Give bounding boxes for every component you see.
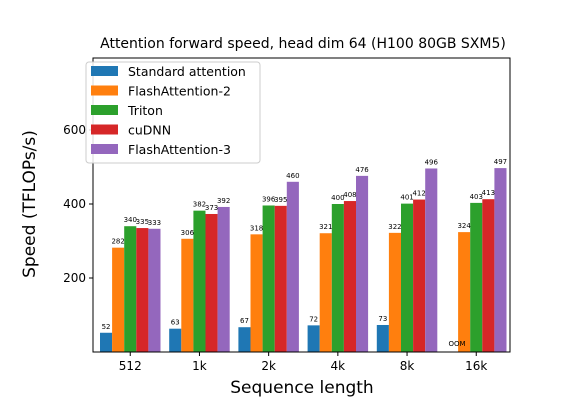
legend-entry: cuDNN xyxy=(128,123,171,138)
data-label: 497 xyxy=(494,158,507,166)
bars xyxy=(100,168,507,352)
data-label: 335 xyxy=(136,218,149,226)
data-label: 333 xyxy=(148,219,161,227)
legend-swatch xyxy=(91,124,118,135)
data-label: 322 xyxy=(388,223,401,231)
data-label: 72 xyxy=(309,315,318,323)
data-label: 400 xyxy=(331,194,344,202)
bar xyxy=(100,332,113,352)
x-tick-label: 8k xyxy=(400,359,415,373)
plot-frame xyxy=(92,57,511,353)
bar xyxy=(425,168,438,352)
x-tick-label: 2k xyxy=(261,359,276,373)
bar xyxy=(193,210,206,352)
data-label: 282 xyxy=(111,238,124,246)
legend-entry: Standard attention xyxy=(128,64,246,79)
y-axis-ticks: 200 400 600 xyxy=(63,123,93,285)
data-label: 392 xyxy=(217,197,230,205)
bar xyxy=(319,233,332,352)
y-tick-label: 400 xyxy=(63,197,86,211)
data-label: 403 xyxy=(470,193,483,201)
legend-swatch xyxy=(91,144,118,154)
bar xyxy=(217,206,230,352)
data-label: 52 xyxy=(102,323,111,331)
data-label: 412 xyxy=(412,190,425,198)
bar xyxy=(262,205,275,352)
data-label: 318 xyxy=(250,224,263,232)
data-label: 408 xyxy=(343,191,356,199)
y-tick-label: 600 xyxy=(63,123,86,137)
data-label: 73 xyxy=(378,315,387,323)
data-label: 476 xyxy=(355,166,369,174)
bar xyxy=(458,232,471,352)
bar xyxy=(250,234,263,352)
legend-entry: Triton xyxy=(127,103,163,118)
bar xyxy=(286,181,299,352)
data-label: 396 xyxy=(262,195,276,203)
data-label: 460 xyxy=(286,172,299,180)
bar xyxy=(356,175,369,352)
x-axis-ticks: 512 1k 2k 4k 8k 16k xyxy=(119,352,487,373)
chart-title: Attention forward speed, head dim 64 (H1… xyxy=(100,36,506,52)
bar xyxy=(124,226,137,352)
bar xyxy=(274,205,287,352)
x-tick-label: 512 xyxy=(119,359,142,373)
data-label: 340 xyxy=(124,216,137,224)
x-tick-label: 1k xyxy=(192,359,207,373)
bar xyxy=(148,228,161,352)
legend-entry: FlashAttention-3 xyxy=(128,142,231,157)
bar xyxy=(343,201,356,352)
data-label: 321 xyxy=(319,223,332,231)
y-axis-label: Speed (TFLOPs/s) xyxy=(20,130,40,278)
bar xyxy=(169,328,182,352)
data-label: 67 xyxy=(240,317,249,325)
bar xyxy=(205,213,218,352)
y-tick-label: 200 xyxy=(63,271,86,285)
bar xyxy=(376,324,389,352)
x-tick-label: 4k xyxy=(331,359,346,373)
bar xyxy=(238,327,251,352)
data-label: 324 xyxy=(457,222,471,230)
bar xyxy=(401,203,414,352)
x-tick-label: 16k xyxy=(465,359,487,373)
bar xyxy=(413,199,426,352)
data-label: 395 xyxy=(274,196,287,204)
legend-box xyxy=(85,61,261,164)
bar xyxy=(388,232,401,352)
data-label: 373 xyxy=(205,204,218,212)
bar xyxy=(181,238,194,352)
bar xyxy=(331,204,344,352)
bar xyxy=(482,199,495,352)
data-label: 63 xyxy=(171,319,180,327)
data-label: 401 xyxy=(400,194,413,202)
legend: Standard attention FlashAttention-2 Triton… xyxy=(85,61,261,164)
legend-entry: FlashAttention-2 xyxy=(128,84,231,99)
data-label: 306 xyxy=(181,229,195,237)
bar xyxy=(470,202,483,352)
legend-swatch xyxy=(91,105,118,115)
bar xyxy=(112,247,125,352)
bar xyxy=(136,228,149,352)
legend-swatch xyxy=(91,66,118,76)
bar xyxy=(494,168,507,352)
x-axis-label: Sequence length xyxy=(230,378,373,398)
data-label: 382 xyxy=(193,201,206,209)
legend-swatch xyxy=(91,85,118,96)
data-label: 413 xyxy=(482,189,495,197)
data-label: 496 xyxy=(425,158,439,166)
bar xyxy=(307,325,320,352)
data-label-oom: OOM xyxy=(449,340,466,348)
